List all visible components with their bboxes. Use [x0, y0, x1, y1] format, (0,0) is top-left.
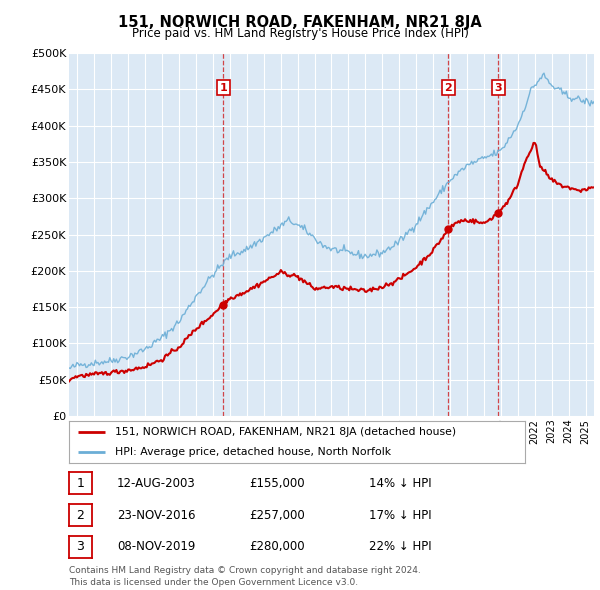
Text: 2: 2 [76, 509, 85, 522]
Text: 22% ↓ HPI: 22% ↓ HPI [369, 540, 431, 553]
Text: 1: 1 [220, 83, 227, 93]
Text: Price paid vs. HM Land Registry's House Price Index (HPI): Price paid vs. HM Land Registry's House … [131, 27, 469, 40]
Text: HPI: Average price, detached house, North Norfolk: HPI: Average price, detached house, Nort… [115, 447, 391, 457]
Text: 17% ↓ HPI: 17% ↓ HPI [369, 509, 431, 522]
Text: 23-NOV-2016: 23-NOV-2016 [117, 509, 196, 522]
Text: 151, NORWICH ROAD, FAKENHAM, NR21 8JA (detached house): 151, NORWICH ROAD, FAKENHAM, NR21 8JA (d… [115, 427, 456, 437]
Text: £155,000: £155,000 [249, 477, 305, 490]
Text: 12-AUG-2003: 12-AUG-2003 [117, 477, 196, 490]
Text: Contains HM Land Registry data © Crown copyright and database right 2024.
This d: Contains HM Land Registry data © Crown c… [69, 566, 421, 587]
Text: 151, NORWICH ROAD, FAKENHAM, NR21 8JA: 151, NORWICH ROAD, FAKENHAM, NR21 8JA [118, 15, 482, 30]
Text: 3: 3 [494, 83, 502, 93]
Text: 1: 1 [76, 477, 85, 490]
Text: £280,000: £280,000 [249, 540, 305, 553]
Text: 14% ↓ HPI: 14% ↓ HPI [369, 477, 431, 490]
Text: £257,000: £257,000 [249, 509, 305, 522]
Text: 3: 3 [76, 540, 85, 553]
Text: 2: 2 [445, 83, 452, 93]
Text: 08-NOV-2019: 08-NOV-2019 [117, 540, 196, 553]
